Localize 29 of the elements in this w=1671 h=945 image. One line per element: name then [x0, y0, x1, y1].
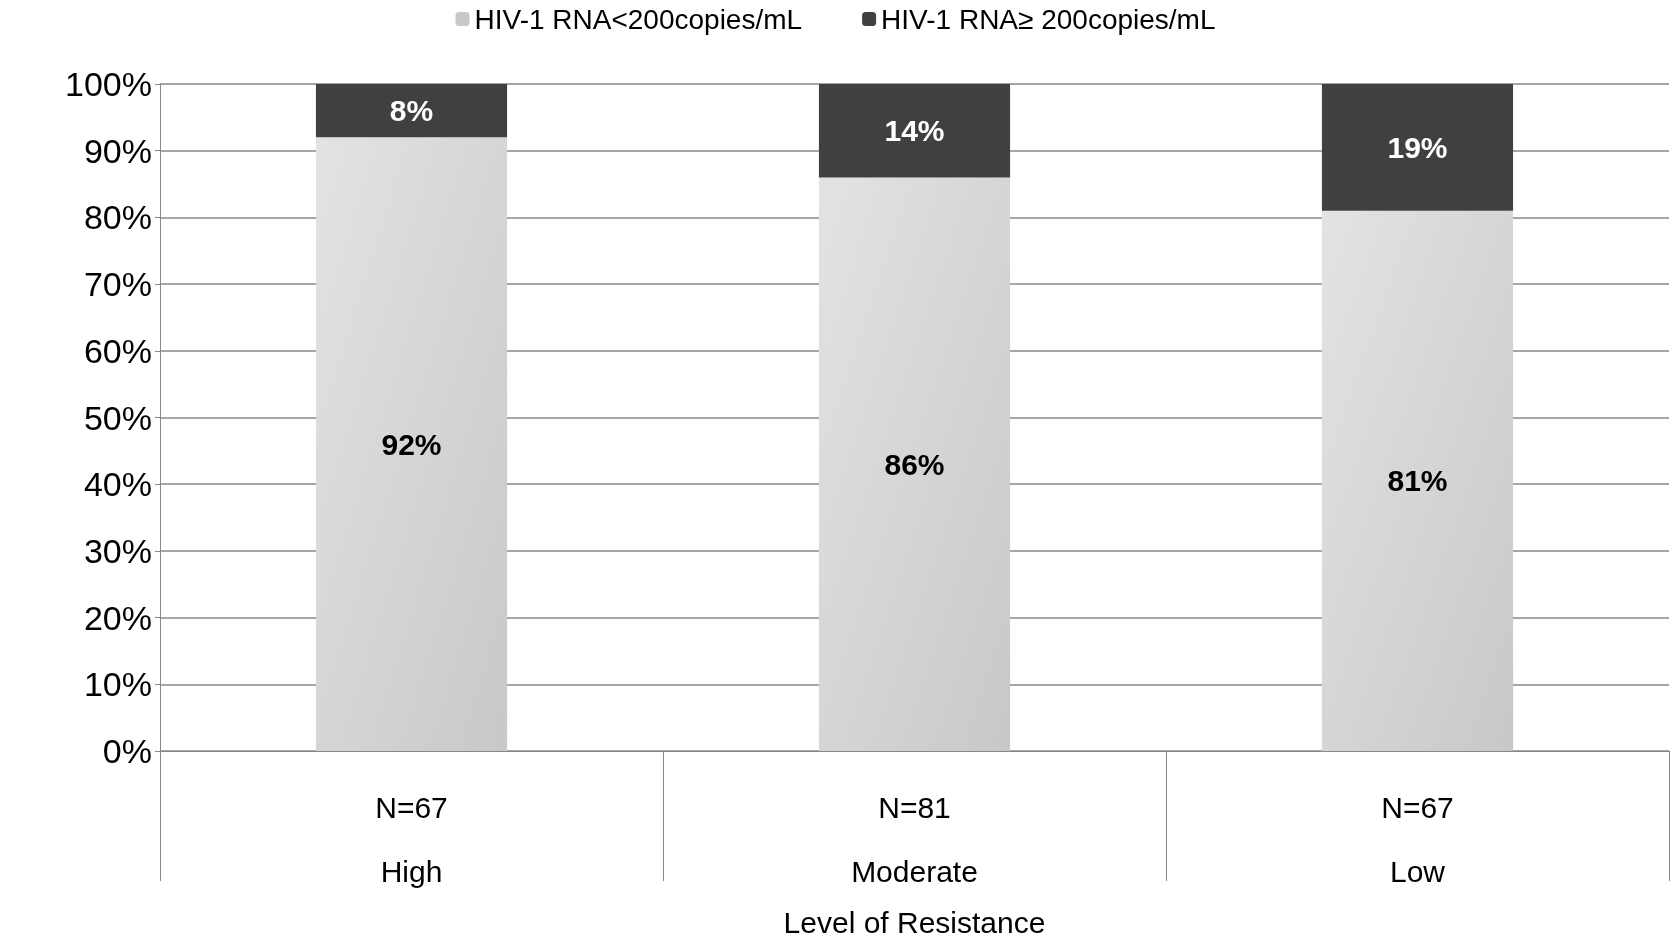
- bar: [818, 177, 1011, 751]
- y-tick-label: 20%: [83, 598, 152, 637]
- legend-label: HIV-1 RNA≥ 200copies/mL: [881, 3, 1216, 35]
- bar: [1321, 84, 1514, 211]
- y-tick-label: 50%: [83, 398, 152, 437]
- y-tick-label: 10%: [83, 665, 152, 704]
- y-tick-label: 90%: [83, 131, 152, 170]
- data-label: 92%: [381, 427, 442, 461]
- data-label: 86%: [884, 447, 945, 481]
- data-label: 19%: [1387, 130, 1448, 164]
- y-tick-label: 0%: [102, 732, 152, 770]
- data-label: 14%: [884, 114, 945, 148]
- x-tick-label: N=67 Low: [1381, 790, 1454, 888]
- y-tick-label: 70%: [83, 265, 152, 304]
- y-tick-label: 60%: [83, 331, 152, 370]
- y-tick-label: 30%: [83, 531, 152, 570]
- y-tick-label: 100%: [65, 65, 152, 103]
- x-tick-label: N=81 Moderate: [851, 790, 978, 888]
- y-tick-label: 40%: [83, 465, 152, 504]
- y-tick-label: 80%: [83, 198, 152, 237]
- legend-label: HIV-1 RNA<200copies/mL: [474, 3, 803, 35]
- bar: [315, 137, 508, 751]
- bar: [315, 84, 508, 138]
- bar: [1321, 210, 1514, 751]
- x-tick-label: N=67 High: [375, 790, 448, 888]
- data-label: 8%: [389, 94, 434, 128]
- x-axis-title: Level of Resistance: [783, 906, 1046, 940]
- data-label: 81%: [1387, 464, 1448, 498]
- bar: [818, 84, 1011, 178]
